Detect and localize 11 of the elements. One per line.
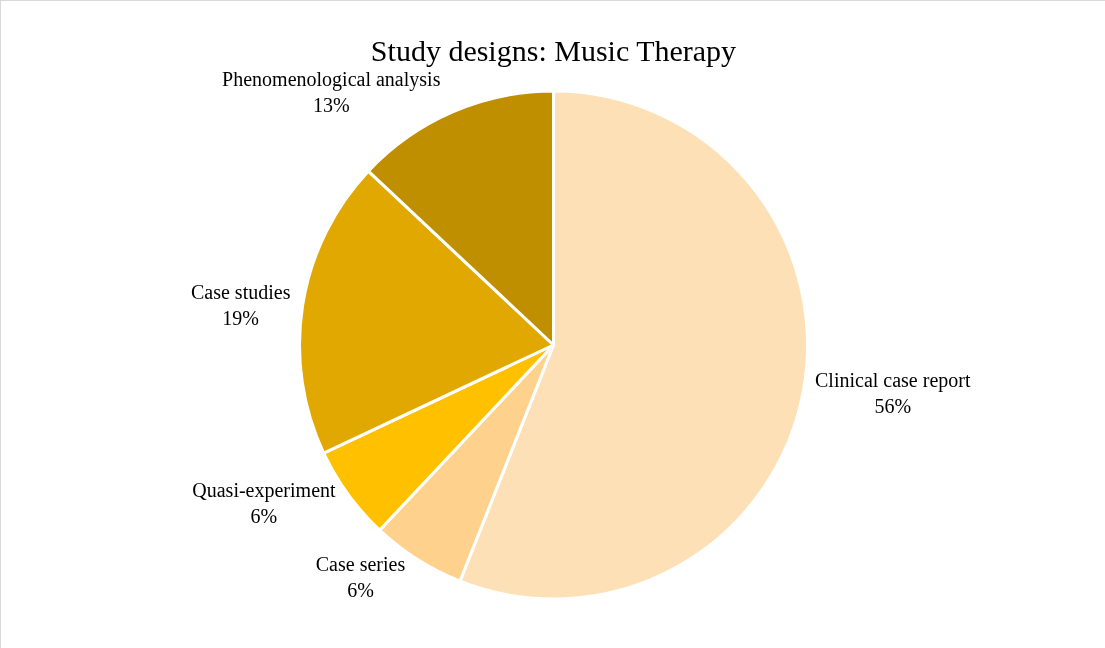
slice-label: Clinical case report <box>815 369 971 393</box>
data-label: 56% <box>874 395 912 418</box>
data-label: 6% <box>250 504 278 527</box>
data-label: 19% <box>222 306 260 329</box>
chart-title: Study designs: Music Therapy <box>370 33 737 67</box>
slice-label: Phenomenological analysis <box>222 67 441 91</box>
slice-label: Case studies <box>190 280 291 303</box>
slice-label: Case series <box>315 552 406 575</box>
slice-label: Quasi-experiment <box>192 478 337 502</box>
data-label: 13% <box>312 93 350 116</box>
data-label: 6% <box>347 578 374 601</box>
